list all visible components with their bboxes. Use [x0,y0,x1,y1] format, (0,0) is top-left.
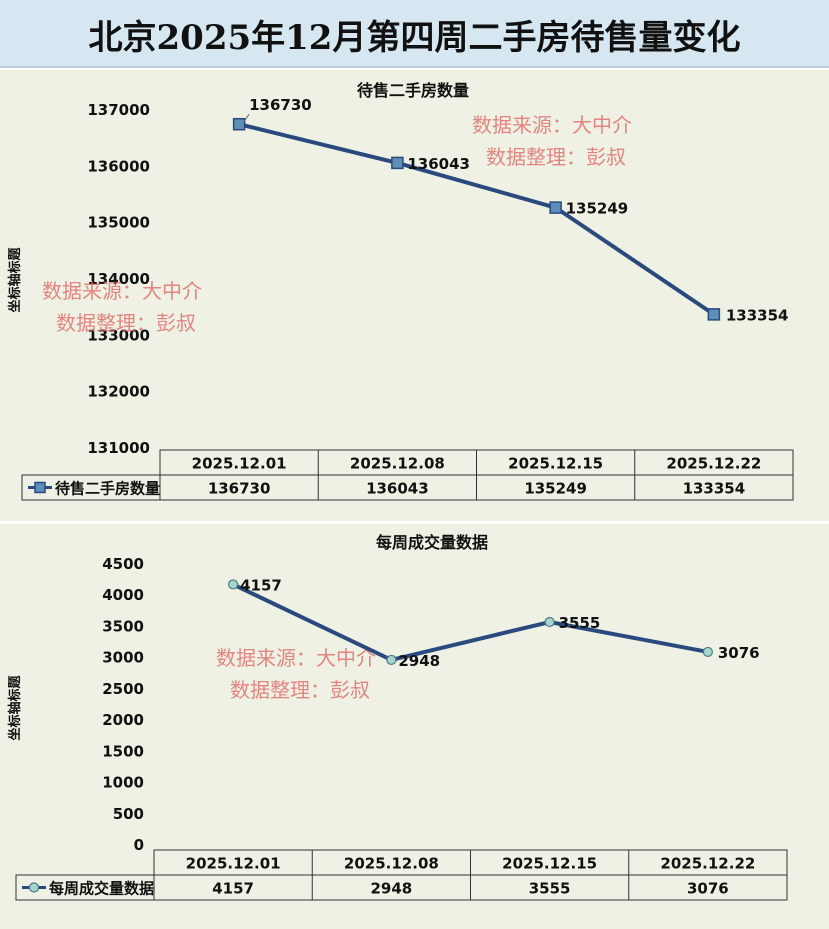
watermark-source: 数据来源：大中介 [42,279,202,303]
data-table-value: 2948 [371,880,413,898]
data-table-value: 4157 [212,880,254,898]
watermark-author: 数据整理：彭叔 [486,145,626,169]
data-label-leader [243,113,250,122]
y-tick-label: 2500 [102,680,144,698]
data-label: 136730 [249,96,312,114]
legend-marker-icon [34,481,46,494]
y-tick-label: 4500 [102,555,144,573]
data-label: 4157 [240,576,282,594]
data-table-value: 136043 [366,480,429,498]
page-title: 北京2025年12月第四周二手房待售量变化 [88,18,741,58]
data-point-marker [232,117,246,131]
data-label: 135249 [566,200,629,218]
y-tick-label: 131000 [87,439,150,457]
y-tick-label: 3500 [102,617,144,635]
chart-panel-listings: 待售二手房数量 坐标轴标题 137000 136000 135000 134000 1330… [0,70,829,521]
watermark-author: 数据整理：彭叔 [56,311,196,335]
y-tick-label: 137000 [87,101,150,119]
y-tick-label: 4000 [102,586,144,604]
x-category-label: 2025.12.22 [660,855,755,873]
data-label: 133354 [726,306,789,324]
listings-chart: 待售二手房数量坐标轴标题1370001360001350001340001330… [7,81,794,501]
y-axis-title: 坐标轴标题 [7,675,23,741]
data-point-marker [544,616,555,628]
data-table-value: 135249 [524,480,587,498]
y-tick-label: 0 [134,836,144,854]
y-tick-label: 133000 [87,326,150,344]
data-label: 136043 [407,155,470,173]
data-label: 3555 [559,614,601,632]
y-tick-label: 136000 [87,157,150,175]
y-tick-label: 1000 [102,774,144,792]
data-point-marker [549,201,562,214]
data-table-value: 3076 [687,880,729,898]
data-label: 2948 [398,652,440,670]
data-point-marker [702,646,713,658]
legend-series-label: 待售二手房数量 [55,480,160,498]
x-category-label: 2025.12.01 [192,455,287,473]
data-point-marker [228,579,239,590]
data-point-marker [391,156,404,170]
chart-panel-transactions: 每周成交量数据 坐标轴标题 4500 4000 3500 3000 2500 2000 1500… [0,524,829,929]
data-table-value: 133354 [683,480,746,498]
transactions-chart: 每周成交量数据坐标轴标题4500400035003000250020001500… [7,533,788,901]
chart-title: 每周成交量数据 [376,533,488,552]
chart-title: 待售二手房数量 [357,81,469,100]
watermark-source: 数据来源：大中介 [472,113,632,137]
y-tick-label: 132000 [87,383,150,401]
x-category-label: 2025.12.15 [502,855,597,873]
x-category-label: 2025.12.15 [508,455,603,473]
x-category-label: 2025.12.22 [666,455,761,473]
x-category-label: 2025.12.08 [350,455,445,473]
data-table-value: 3555 [529,880,571,898]
panel-divider [0,521,829,524]
y-tick-label: 135000 [87,214,150,232]
x-category-label: 2025.12.01 [186,855,281,873]
y-tick-label: 2000 [102,711,144,729]
legend-series-label: 每周成交量数据 [49,880,154,898]
data-point-marker [707,308,721,321]
data-table-value: 136730 [208,480,271,498]
x-category-label: 2025.12.08 [344,855,439,873]
data-label: 3076 [718,644,760,662]
y-tick-label: 1500 [102,742,144,760]
watermark-source: 数据来源：大中介 [216,646,376,670]
title-bar: 北京2025年12月第四周二手房待售量变化 [0,0,829,68]
series-line [238,122,715,317]
legend-marker-icon [28,882,40,893]
y-axis-title: 坐标轴标题 [7,247,23,313]
y-tick-label: 500 [113,805,144,823]
y-tick-label: 3000 [102,649,144,667]
data-point-marker [386,654,397,666]
data-table-value-row [21,474,794,501]
data-table-value-row [15,874,788,901]
series-line [232,582,709,662]
watermark-author: 数据整理：彭叔 [230,678,370,702]
y-tick-label: 134000 [87,270,150,288]
